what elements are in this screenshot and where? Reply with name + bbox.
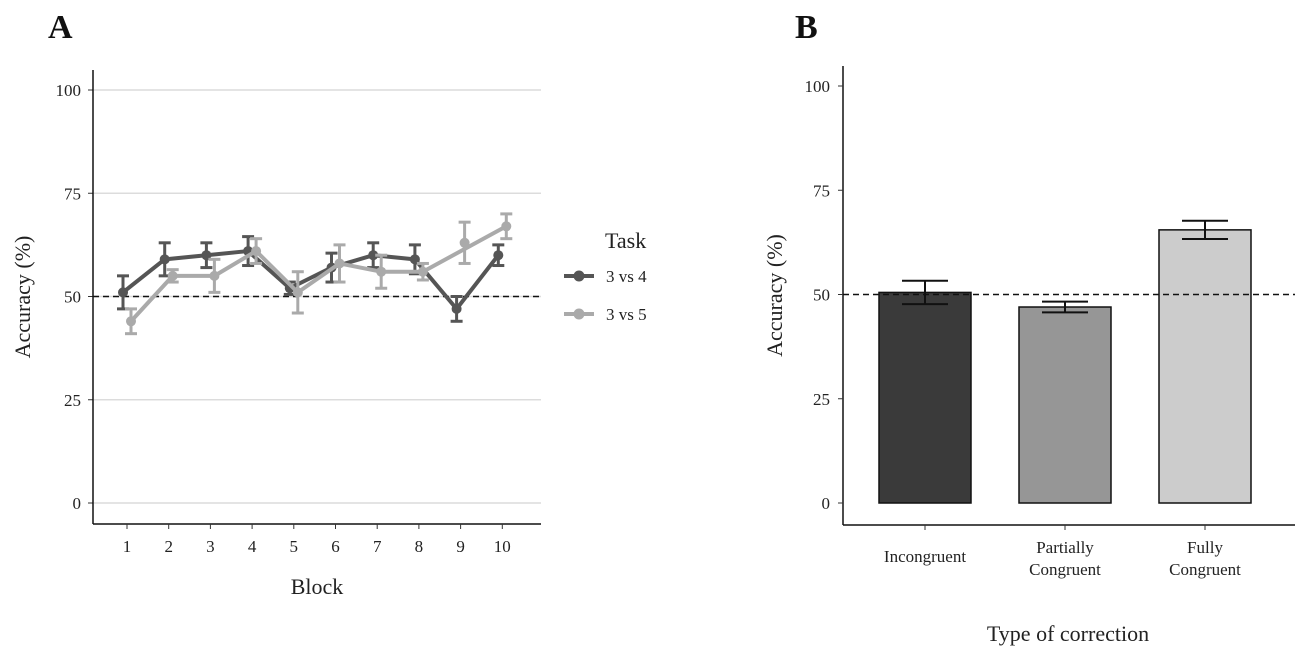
y-tick-label-a: 75 xyxy=(64,184,81,203)
data-point-a xyxy=(209,270,220,281)
x-tick-label-a: 8 xyxy=(415,537,424,556)
x-tick-label-a: 6 xyxy=(331,537,340,556)
bar-b xyxy=(1018,306,1112,504)
panel-a-line-chart: 0 25 50 75 100 1 2 3 4 5 6 7 8 9 10 Block Accuracy (%) Ta… xyxy=(10,70,647,599)
y-tick-label-b: 25 xyxy=(813,390,830,409)
legend-marker-a xyxy=(573,308,585,320)
data-point-a xyxy=(118,287,128,298)
panel-a-letter: A xyxy=(48,9,73,46)
x-tick-label-a: 3 xyxy=(206,537,215,556)
y-tick-label-a: 25 xyxy=(64,391,81,410)
series-line-a xyxy=(121,249,500,311)
x-tick-label-a: 10 xyxy=(494,537,511,556)
category-label-b: Fully xyxy=(1187,538,1223,557)
category-label-b: Congruent xyxy=(1029,560,1101,579)
y-tick-label-a: 100 xyxy=(56,81,82,100)
y-axis-title-a: Accuracy (%) xyxy=(10,236,35,359)
bar-b xyxy=(878,291,972,504)
legend-title-a: Task xyxy=(605,228,646,253)
x-tick-label-a: 1 xyxy=(123,537,132,556)
legend-label-a: 3 vs 4 xyxy=(606,267,647,286)
data-point-a xyxy=(167,270,178,281)
y-axis-title-b: Accuracy (%) xyxy=(762,234,787,357)
data-point-a xyxy=(501,221,512,232)
category-label-b: Partially xyxy=(1036,538,1094,557)
legend-label-a: 3 vs 5 xyxy=(606,305,647,324)
data-point-a xyxy=(334,258,345,269)
x-axis-title-a: Block xyxy=(291,574,344,599)
panel-b-letter: B xyxy=(795,9,818,46)
x-tick-label-a: 9 xyxy=(456,537,465,556)
category-label-b: Incongruent xyxy=(884,547,966,566)
data-point-a xyxy=(417,266,428,277)
x-tick-label-a: 2 xyxy=(164,537,173,556)
x-tick-label-a: 7 xyxy=(373,537,382,556)
data-point-a xyxy=(368,250,379,261)
panel-b-bar-chart: 0 25 50 75 100 Incongruent Partially Congruent F… xyxy=(762,66,1295,646)
data-point-a xyxy=(251,246,262,257)
y-tick-label-b: 50 xyxy=(813,286,830,305)
data-point-a xyxy=(159,254,170,265)
data-point-a xyxy=(126,316,136,327)
x-tick-label-a: 4 xyxy=(248,537,257,556)
legend-marker-a xyxy=(573,270,585,282)
y-tick-label-b: 75 xyxy=(813,181,830,200)
x-tick-label-a: 5 xyxy=(290,537,299,556)
y-tick-label-b: 100 xyxy=(805,77,831,96)
x-axis-title-b: Type of correction xyxy=(987,621,1149,646)
data-point-a xyxy=(201,250,212,261)
data-point-a xyxy=(409,254,420,265)
bar-b xyxy=(1158,229,1252,504)
data-point-a xyxy=(292,287,303,298)
data-point-a xyxy=(459,237,470,248)
y-tick-label-a: 0 xyxy=(73,494,82,513)
y-tick-label-a: 50 xyxy=(64,288,81,307)
data-point-a xyxy=(451,303,462,314)
data-point-a xyxy=(493,250,504,261)
data-point-a xyxy=(376,266,387,277)
y-tick-label-b: 0 xyxy=(822,494,831,513)
category-label-b: Congruent xyxy=(1169,560,1241,579)
